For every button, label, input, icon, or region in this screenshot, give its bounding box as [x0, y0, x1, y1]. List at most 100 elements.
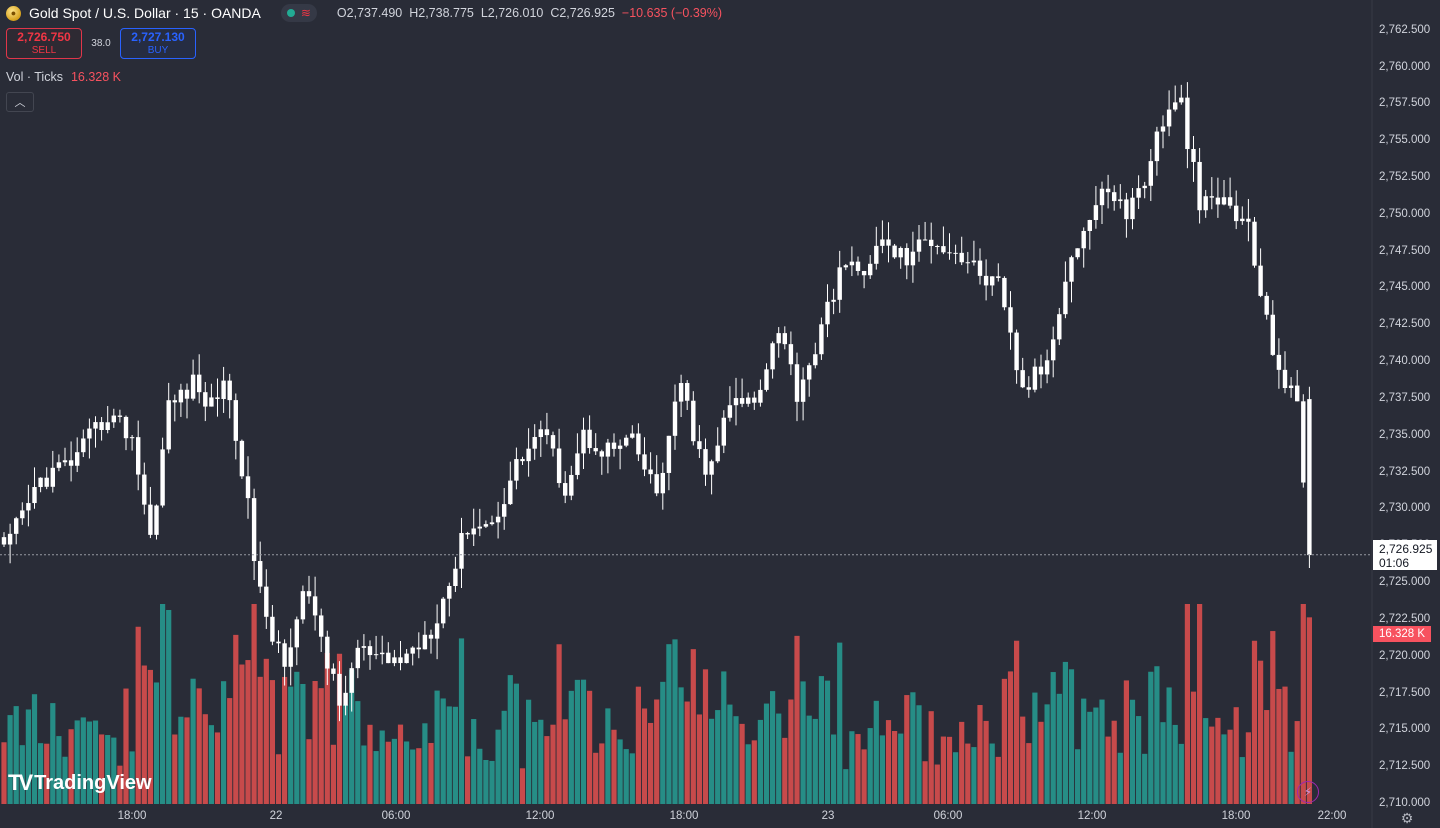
price-axis-label: 2,720.000: [1379, 649, 1431, 662]
candle-body: [941, 246, 946, 253]
volume-bar: [330, 744, 336, 804]
volume-bar: [379, 730, 385, 804]
candle-body: [1136, 188, 1141, 198]
sell-price: 2,726.750: [17, 29, 71, 44]
volume-bar: [580, 679, 587, 804]
candle-body: [739, 398, 745, 404]
volume-bar: [1142, 753, 1148, 804]
candle-body: [1075, 248, 1080, 258]
candle-body: [935, 246, 940, 248]
volume-bar: [696, 714, 702, 804]
candle-body: [685, 383, 690, 401]
candle-body: [276, 641, 281, 644]
candle-body: [953, 252, 958, 254]
volume-bar: [99, 734, 105, 804]
candle-body: [1008, 307, 1013, 333]
volume-bar: [477, 748, 483, 804]
volume-bar: [501, 710, 507, 804]
volume-series: [1, 604, 1312, 804]
buy-button[interactable]: 2,727.130 BUY: [120, 28, 196, 59]
volume-bar: [129, 751, 135, 804]
candle-body: [880, 239, 885, 246]
volume-legend[interactable]: Vol · Ticks 16.328 K: [6, 70, 121, 84]
candle-body: [239, 440, 245, 477]
volume-bar: [1178, 743, 1184, 804]
candle-body: [221, 380, 226, 399]
price-axis-label: 2,717.500: [1379, 686, 1431, 699]
wave-icon: ≋: [300, 6, 311, 20]
candle-body: [68, 460, 74, 466]
lightning-icon[interactable]: ⚡: [1297, 781, 1319, 803]
volume-bar: [117, 765, 123, 804]
candle-body: [697, 441, 702, 450]
volume-bar: [92, 720, 99, 804]
time-axis-label: 22: [269, 810, 283, 822]
volume-bar: [410, 749, 416, 804]
volume-bar: [25, 709, 31, 804]
settings-icon[interactable]: ⚙: [1400, 810, 1414, 826]
price-axis-label: 2,750.000: [1379, 207, 1431, 220]
volume-bar: [196, 688, 202, 804]
candle-body: [794, 364, 800, 402]
volume-bar: [221, 681, 227, 804]
candle-body: [581, 429, 586, 454]
candle-body: [788, 344, 794, 365]
candle-body: [1246, 218, 1251, 222]
candle-body: [270, 616, 275, 642]
candle-body: [62, 460, 68, 463]
volume-bar: [763, 703, 770, 804]
candle-body: [1282, 369, 1288, 389]
volume-bar: [1233, 707, 1239, 804]
volume-bar: [977, 705, 983, 804]
symbol-title[interactable]: Gold Spot / U.S. Dollar · 15 · OANDA: [29, 5, 261, 21]
market-status[interactable]: ≋: [280, 4, 317, 22]
volume-bar: [428, 742, 434, 804]
candle-body: [837, 267, 842, 300]
open-value: O2,737.490: [336, 6, 403, 20]
candle-body: [1295, 385, 1300, 402]
volume-bar: [1099, 699, 1105, 804]
candle-body: [361, 646, 367, 648]
candle-body: [123, 416, 129, 439]
candle-body: [1, 537, 7, 545]
candle-body: [648, 469, 653, 475]
candle-body: [1118, 199, 1123, 202]
price-axis-label: 2,730.000: [1379, 502, 1431, 515]
candle-body: [319, 615, 324, 637]
volume-bar: [1026, 743, 1032, 804]
sell-button[interactable]: 2,726.750 SELL: [6, 28, 82, 59]
volume-bar: [397, 724, 404, 804]
tradingview-logo[interactable]: TV TradingView: [8, 770, 152, 796]
volume-bar: [300, 683, 306, 804]
candle-body: [142, 474, 147, 505]
sell-label: SELL: [31, 44, 57, 56]
candle-body: [1270, 314, 1275, 355]
volume-bar: [831, 734, 837, 804]
volume-bar: [672, 639, 678, 804]
volume-bar: [904, 695, 910, 804]
volume-bar: [1001, 678, 1007, 804]
candle-body: [709, 461, 714, 475]
candle-body: [1179, 97, 1184, 103]
volume-bar: [599, 743, 605, 804]
candle-body: [636, 433, 641, 455]
collapse-legend-button[interactable]: ︿: [6, 92, 34, 112]
candle-body: [544, 429, 550, 436]
candle-body: [1026, 387, 1031, 390]
candle-body: [1252, 221, 1257, 266]
candle-body: [416, 647, 421, 650]
volume-bar: [147, 669, 153, 804]
candle-body: [26, 503, 31, 511]
candle-body: [630, 433, 635, 438]
candle-body: [99, 422, 104, 430]
volume-bar: [1209, 726, 1215, 804]
candle-body: [819, 324, 824, 355]
candle-body: [1099, 188, 1105, 206]
candle-body: [1215, 197, 1221, 205]
candle-body: [575, 453, 580, 475]
candle-body: [1240, 218, 1245, 222]
volume-bar: [617, 739, 623, 804]
candle-body: [1087, 219, 1092, 231]
volume-bar: [1166, 687, 1172, 804]
